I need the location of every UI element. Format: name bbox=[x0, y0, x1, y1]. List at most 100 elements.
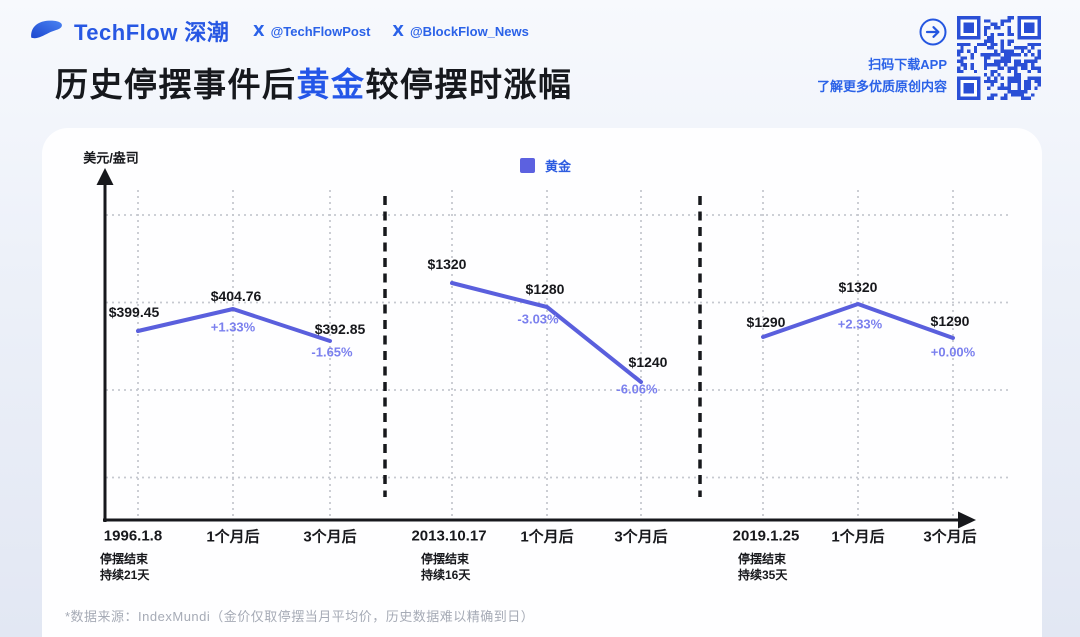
qr-module bbox=[987, 36, 991, 40]
qr-module bbox=[1000, 42, 1005, 47]
qr-module bbox=[983, 52, 988, 57]
qr-module bbox=[957, 66, 961, 70]
price-label: $399.45 bbox=[108, 304, 160, 320]
qr-module bbox=[1014, 66, 1018, 70]
handle-label: @TechFlowPost bbox=[270, 23, 371, 39]
qr-module bbox=[1004, 86, 1008, 90]
qr-module bbox=[1000, 76, 1005, 80]
qr-module bbox=[963, 83, 974, 94]
qr-module bbox=[1024, 86, 1028, 90]
qr-module bbox=[1014, 93, 1018, 97]
qr-module bbox=[973, 46, 978, 50]
qr-module bbox=[1007, 42, 1011, 47]
qr-module bbox=[1027, 59, 1031, 64]
qr-module bbox=[1017, 52, 1021, 57]
handle-blockflow-news[interactable]: X @BlockFlow_News bbox=[392, 22, 528, 40]
x-tick-label: 2019.1.25 bbox=[732, 527, 800, 545]
qr-module bbox=[963, 42, 968, 47]
qr-module bbox=[957, 69, 961, 74]
qr-module bbox=[997, 66, 1001, 70]
qr-module bbox=[1004, 49, 1008, 53]
qr-module bbox=[1014, 63, 1018, 67]
qr-module bbox=[987, 46, 991, 50]
qr-module bbox=[967, 42, 971, 47]
pct-change-label: +2.33% bbox=[837, 316, 883, 332]
qr-module bbox=[1010, 76, 1015, 80]
qr-module bbox=[993, 93, 998, 97]
qr-module bbox=[1014, 69, 1018, 74]
qr-module bbox=[983, 42, 988, 47]
qr-module bbox=[983, 19, 988, 23]
qr-module bbox=[1000, 86, 1005, 90]
qr-module bbox=[1037, 83, 1041, 87]
qr-module bbox=[983, 59, 988, 64]
qr-module bbox=[963, 22, 974, 33]
qr-module bbox=[957, 49, 961, 53]
qr-code bbox=[957, 16, 1041, 100]
qr-module bbox=[1014, 46, 1018, 50]
qr-module bbox=[990, 79, 994, 84]
pct-change-label: -3.03% bbox=[517, 311, 559, 327]
qr-module bbox=[993, 79, 998, 84]
chart-card bbox=[42, 128, 1042, 637]
qr-module bbox=[1017, 46, 1021, 50]
qr-module bbox=[1034, 76, 1038, 80]
qr-module bbox=[1010, 32, 1015, 37]
qr-module bbox=[1007, 86, 1011, 90]
qr-module bbox=[1027, 96, 1031, 100]
brand-logo-icon bbox=[31, 20, 62, 39]
handle-techflowpost[interactable]: X @TechFlowPost bbox=[253, 22, 370, 40]
qr-module bbox=[1000, 32, 1005, 37]
qr-module bbox=[1037, 79, 1041, 84]
qr-module bbox=[1024, 89, 1028, 94]
pct-change-label: +0.00% bbox=[930, 344, 976, 360]
qr-module bbox=[1037, 49, 1041, 53]
brand-name: TechFlow 深潮 bbox=[74, 20, 230, 45]
qr-module bbox=[987, 76, 991, 80]
qr-caption: 扫码下载APP 了解更多优质原创内容 bbox=[727, 54, 947, 98]
qr-module bbox=[987, 39, 991, 43]
qr-module bbox=[990, 93, 994, 97]
qr-module bbox=[1007, 39, 1011, 43]
qr-module bbox=[1004, 93, 1008, 97]
qr-module bbox=[997, 63, 1001, 67]
qr-module bbox=[990, 42, 994, 47]
pct-change-label: -6.06% bbox=[616, 381, 658, 397]
qr-module bbox=[1017, 79, 1021, 84]
qr-module bbox=[1000, 83, 1005, 87]
qr-module bbox=[973, 69, 978, 74]
qr-module bbox=[1020, 63, 1025, 67]
qr-module bbox=[1027, 69, 1031, 74]
qr-module bbox=[1007, 52, 1011, 57]
qr-module bbox=[993, 76, 998, 80]
qr-module bbox=[1030, 93, 1035, 97]
qr-module bbox=[990, 63, 994, 67]
qr-module bbox=[993, 52, 998, 57]
qr-module bbox=[960, 69, 964, 74]
title-highlight: 黄金 bbox=[296, 66, 366, 103]
qr-module bbox=[1007, 59, 1011, 64]
event-note: 停摆结束 bbox=[421, 552, 470, 566]
qr-module bbox=[1037, 69, 1041, 74]
qr-module bbox=[957, 52, 961, 57]
qr-module bbox=[1030, 46, 1035, 50]
qr-module bbox=[997, 73, 1001, 77]
qr-module bbox=[1000, 59, 1005, 64]
event-note: 停摆结束 bbox=[100, 552, 149, 566]
pct-change-label: +1.33% bbox=[210, 319, 256, 335]
qr-module bbox=[1007, 76, 1011, 80]
qr-module bbox=[1004, 96, 1008, 100]
qr-module bbox=[1014, 52, 1018, 57]
qr-module bbox=[983, 39, 988, 43]
qr-module bbox=[1020, 89, 1025, 94]
qr-module bbox=[983, 32, 988, 37]
qr-module bbox=[1010, 93, 1015, 97]
qr-module bbox=[1030, 42, 1035, 47]
qr-module bbox=[1024, 46, 1028, 50]
chart-legend: 黄金 bbox=[520, 156, 571, 175]
qr-module bbox=[993, 22, 998, 27]
qr-module bbox=[993, 42, 998, 47]
qr-module bbox=[1024, 66, 1028, 70]
qr-module bbox=[970, 52, 974, 57]
x-tick-label: 1个月后 bbox=[831, 528, 885, 546]
